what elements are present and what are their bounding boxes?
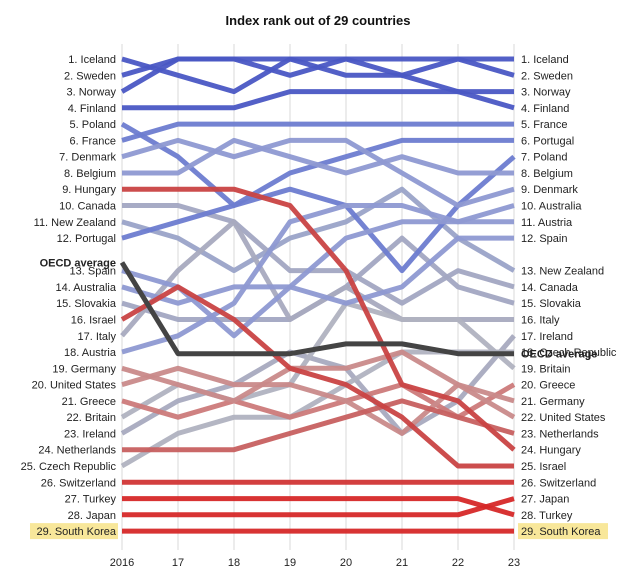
left-label-8: 8. Belgium xyxy=(64,168,116,180)
left-label-13: 13. Spain xyxy=(70,266,116,278)
right-label-1: 1. Iceland xyxy=(521,54,569,66)
left-label-16: 16. Israel xyxy=(71,314,116,326)
right-label-oecd-average: OECD average xyxy=(521,349,597,361)
right-label-7: 7. Poland xyxy=(521,152,567,164)
right-label-4: 4. Finland xyxy=(521,103,569,115)
series-line-ireland xyxy=(120,334,516,436)
right-label-29: 29. South Korea xyxy=(521,526,601,538)
right-label-12: 12. Spain xyxy=(521,233,567,245)
left-label-27: 27. Turkey xyxy=(65,494,117,506)
right-highlight xyxy=(518,523,608,540)
series-line-germany xyxy=(121,349,515,404)
x-axis-ticks: 2016 17 18 19 20 21 22 23 xyxy=(110,557,520,569)
right-label-23: 23. Netherlands xyxy=(521,428,599,440)
left-label-12: 12. Portugal xyxy=(57,233,116,245)
left-label-7: 7. Denmark xyxy=(59,152,116,164)
series-line-oecd-average xyxy=(119,261,514,357)
x-tick-1: 17 xyxy=(172,557,184,569)
x-tick-5: 21 xyxy=(396,557,408,569)
right-label-14: 14. Canada xyxy=(521,282,579,294)
right-label-18: 18. Czech Republic xyxy=(521,347,617,359)
right-label-19: 19. Britain xyxy=(521,363,571,375)
series-line-austria xyxy=(121,203,514,355)
left-label-2: 2. Sweden xyxy=(64,70,116,82)
series-line-australia xyxy=(121,203,515,306)
right-label-22: 22. United States xyxy=(521,412,606,424)
series-line-united-states xyxy=(121,365,516,436)
series-line-norway xyxy=(120,56,514,95)
left-label-22: 22. Britain xyxy=(66,412,116,424)
right-label-9: 9. Denmark xyxy=(521,184,578,196)
right-label-20: 20. Greece xyxy=(521,380,575,392)
x-tick-4: 20 xyxy=(340,557,352,569)
series-line-new-zealand xyxy=(121,186,516,274)
left-label-5: 5. Poland xyxy=(70,119,116,131)
left-label-1: 1. Iceland xyxy=(68,54,116,66)
x-tick-6: 22 xyxy=(452,557,464,569)
series-line-finland xyxy=(122,89,515,111)
series-line-israel xyxy=(120,284,514,469)
left-label-26: 26. Switzerland xyxy=(41,477,116,489)
left-label-23: 23. Ireland xyxy=(64,428,116,440)
left-label-29: 29. South Korea xyxy=(36,526,116,538)
right-label-27: 27. Japan xyxy=(521,494,569,506)
left-label-oecd-average: OECD average xyxy=(40,258,116,270)
left-rank-labels: 1. Iceland 2. Sweden 3. Norway 4. Finland 5.… xyxy=(21,54,117,538)
series-line-turkey xyxy=(122,496,515,518)
series-line-netherlands xyxy=(122,398,515,453)
right-label-11: 11. Austria xyxy=(521,217,573,229)
left-label-17: 17. Italy xyxy=(77,331,116,343)
right-rank-labels: 1. Iceland 2. Sweden 3. Norway 4. Finland 5.… xyxy=(521,54,617,538)
x-tick-3: 19 xyxy=(284,557,296,569)
chart-title: Index rank out of 29 countries xyxy=(226,13,411,28)
right-label-21: 21. Germany xyxy=(521,396,585,408)
right-label-28: 28. Turkey xyxy=(521,510,573,522)
series-line-france xyxy=(121,121,514,143)
left-label-3: 3. Norway xyxy=(66,87,116,99)
right-label-8: 8. Belgium xyxy=(521,168,573,180)
x-tick-2: 18 xyxy=(228,557,240,569)
left-label-24: 24. Netherlands xyxy=(38,445,116,457)
right-label-25: 25. Israel xyxy=(521,461,566,473)
right-label-16: 16. Italy xyxy=(521,314,560,326)
left-label-20: 20. United States xyxy=(32,380,117,392)
right-label-13: 13. New Zealand xyxy=(521,266,604,278)
right-label-3: 3. Norway xyxy=(521,87,571,99)
series-line-hungary xyxy=(122,186,516,452)
left-label-19: 19. Germany xyxy=(52,363,116,375)
x-tick-7: 23 xyxy=(508,557,520,569)
left-label-28: 28. Japan xyxy=(68,510,116,522)
left-highlight xyxy=(30,523,118,540)
right-label-26: 26. Switzerland xyxy=(521,477,596,489)
left-label-14: 14. Australia xyxy=(55,282,116,294)
series-line-denmark xyxy=(121,137,515,208)
series-lines xyxy=(119,56,516,534)
left-label-21: 21. Greece xyxy=(62,396,116,408)
highlight-layer xyxy=(30,523,608,540)
left-label-9: 9. Hungary xyxy=(62,184,116,196)
right-label-2: 2. Sweden xyxy=(521,70,573,82)
left-label-4: 4. Finland xyxy=(68,103,116,115)
right-label-10: 10. Australia xyxy=(521,201,582,213)
right-label-24: 24. Hungary xyxy=(521,445,581,457)
left-label-10: 10. Canada xyxy=(59,201,117,213)
right-label-6: 6. Portugal xyxy=(521,135,574,147)
series-line-greece xyxy=(121,382,516,420)
left-label-15: 15. Slovakia xyxy=(56,298,117,310)
series-line-japan xyxy=(122,496,515,518)
left-label-18: 18. Austria xyxy=(64,347,117,359)
series-line-poland xyxy=(120,121,516,274)
grid xyxy=(121,44,515,550)
left-label-25: 25. Czech Republic xyxy=(21,461,117,473)
x-tick-0: 2016 xyxy=(110,557,134,569)
left-label-11: 11. New Zealand xyxy=(34,217,116,229)
right-label-15: 15. Slovakia xyxy=(521,298,582,310)
series-line-slovakia xyxy=(121,235,515,322)
left-label-6: 6. France xyxy=(70,135,116,147)
series-line-sweden xyxy=(121,56,515,95)
right-label-5: 5. France xyxy=(521,119,567,131)
series-line-belgium xyxy=(122,137,514,176)
right-label-17: 17. Ireland xyxy=(521,331,573,343)
